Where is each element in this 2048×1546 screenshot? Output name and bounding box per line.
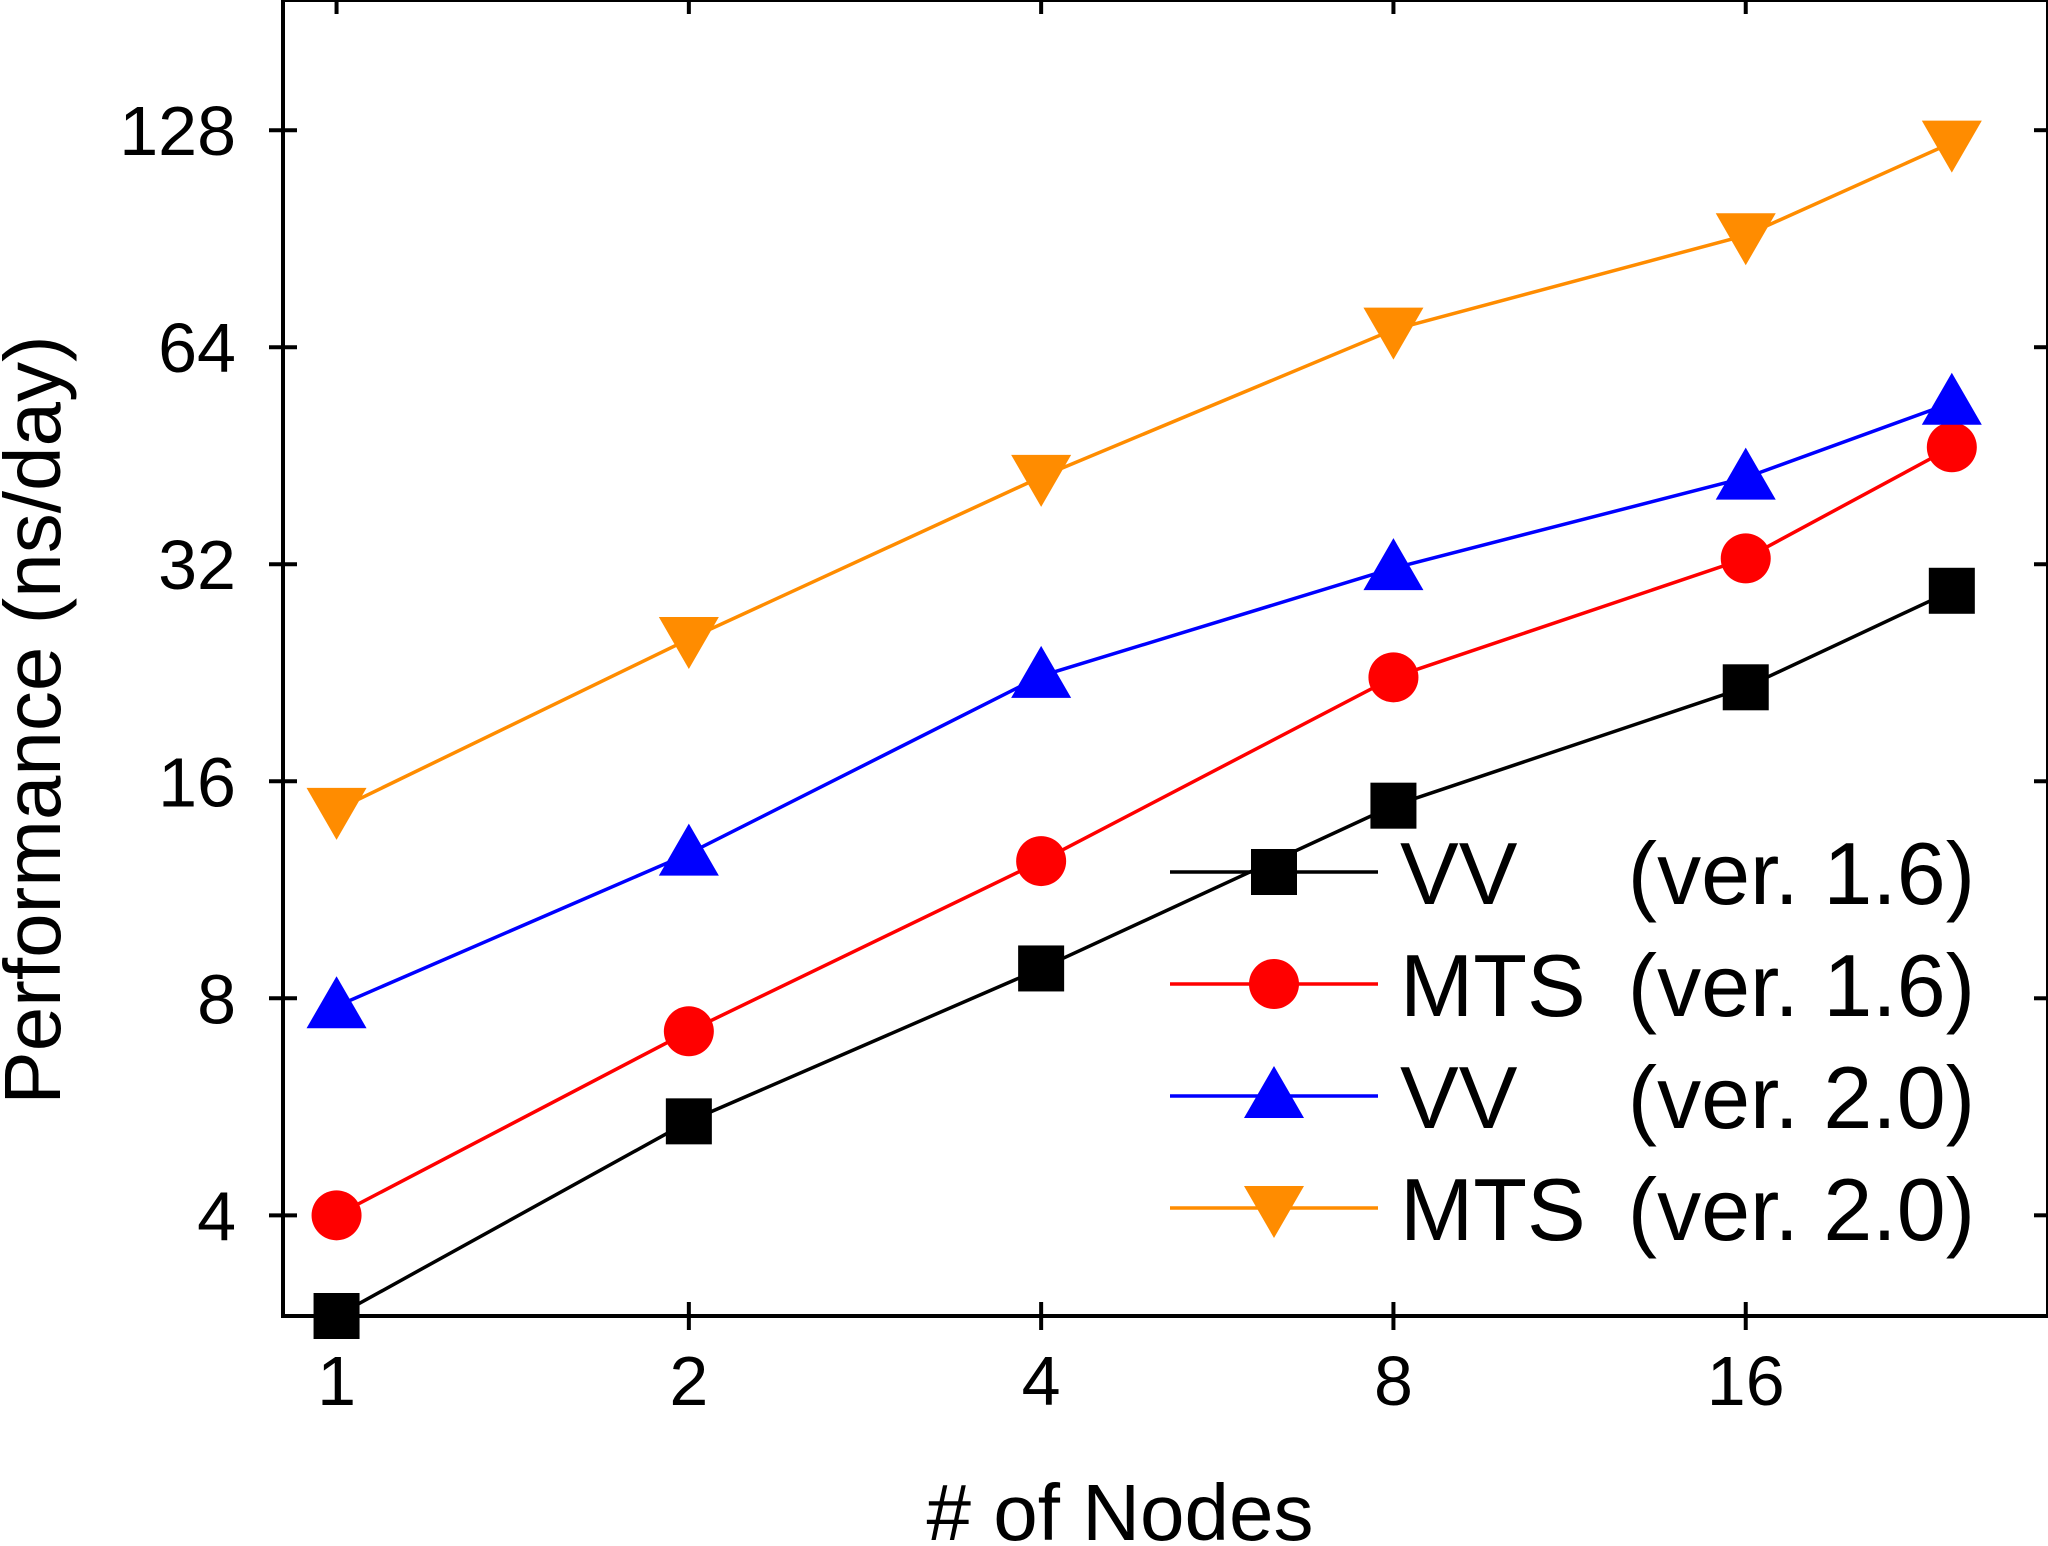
- x-tick-label: 8: [1374, 1342, 1413, 1420]
- y-tick-label: 4: [197, 1177, 236, 1255]
- legend-series-version: (ver. 2.0): [1628, 1160, 1975, 1259]
- legend: VV (ver. 1.6)MTS (ver. 1.6)VV (ver. 2.0)MTS…: [1170, 824, 1975, 1259]
- data-point: [1011, 454, 1072, 507]
- data-point: [1249, 959, 1299, 1009]
- legend-series-version: (ver. 1.6): [1628, 824, 1975, 923]
- data-point: [658, 823, 719, 876]
- data-point: [1244, 1186, 1304, 1238]
- x-axis-ticks: 1 2 4 8 16: [317, 0, 1785, 1420]
- data-point: [1715, 213, 1776, 266]
- data-point: [1016, 836, 1067, 887]
- data-point: [1011, 645, 1072, 698]
- data-point: [665, 1098, 712, 1145]
- series-line: [335, 589, 1953, 1318]
- y-tick-label: 32: [158, 526, 236, 604]
- x-tick-label: 2: [669, 1342, 708, 1420]
- series-group: [313, 567, 1975, 1339]
- legend-entry: VV (ver. 2.0): [1170, 1048, 1975, 1147]
- legend-series-name: VV: [1400, 824, 1518, 923]
- y-tick-label: 64: [158, 309, 236, 387]
- y-tick-label: 16: [158, 743, 236, 821]
- series-line: [335, 401, 1953, 1008]
- x-tick-label: 16: [1707, 1342, 1785, 1420]
- data-point: [1251, 849, 1297, 895]
- data-point: [1720, 533, 1771, 584]
- series-line: [335, 141, 1953, 812]
- data-point: [1363, 538, 1424, 591]
- y-tick-label: 8: [197, 960, 236, 1038]
- data-point: [306, 787, 367, 840]
- data-point: [313, 1293, 360, 1339]
- series-group: [306, 120, 1982, 840]
- legend-entry: VV (ver. 1.6): [1170, 824, 1975, 923]
- legend-series-version: (ver. 2.0): [1628, 1048, 1975, 1147]
- data-point: [306, 976, 367, 1029]
- data-point: [1722, 664, 1769, 711]
- data-point: [1926, 422, 1977, 473]
- legend-series-name: VV: [1400, 1048, 1518, 1147]
- data-point: [311, 1190, 362, 1241]
- y-tick-label: 128: [119, 92, 236, 170]
- series-line: [335, 445, 1953, 1217]
- legend-series-name: MTS: [1400, 936, 1586, 1035]
- data-point: [1363, 307, 1424, 360]
- legend-entry: MTS (ver. 1.6): [1170, 936, 1975, 1035]
- data-point: [1368, 652, 1419, 703]
- data-point: [1018, 945, 1065, 992]
- data-point: [1921, 120, 1982, 173]
- data-point: [1370, 782, 1417, 829]
- plot-frame: [281, 0, 2048, 1318]
- x-tick-label: 1: [317, 1342, 356, 1420]
- series-group: [306, 372, 1982, 1029]
- data-point: [1921, 372, 1982, 425]
- x-axis-title: # of Nodes: [927, 1468, 1314, 1546]
- legend-series-version: (ver. 1.6): [1628, 936, 1975, 1035]
- series-group: [311, 422, 1977, 1241]
- data-point: [1928, 567, 1975, 614]
- data-point: [1244, 1066, 1304, 1118]
- legend-series-name: MTS: [1400, 1160, 1586, 1259]
- data-point: [1715, 447, 1776, 500]
- data-point: [658, 617, 719, 670]
- y-axis-title: Performance (ns/day): [0, 335, 77, 1104]
- x-tick-label: 4: [1022, 1342, 1061, 1420]
- legend-entry: MTS (ver. 2.0): [1170, 1160, 1975, 1259]
- y-axis-ticks: 4 8 16 32 64 128: [119, 92, 2048, 1255]
- data-point: [663, 1006, 714, 1057]
- series-layer: [306, 120, 1982, 1339]
